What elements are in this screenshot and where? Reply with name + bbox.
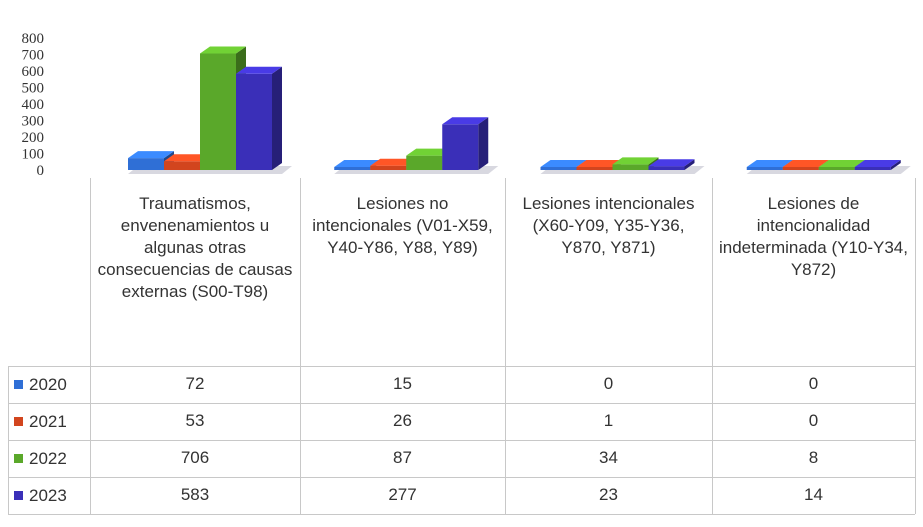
table-cell: 0	[808, 411, 819, 430]
bar-top	[236, 66, 282, 74]
legend-swatch	[14, 417, 23, 426]
table-cell: 0	[808, 374, 819, 393]
legend-swatch	[14, 491, 23, 500]
category-label: Traumatismos, envenenamientos u algunas …	[97, 194, 293, 301]
bar-top	[854, 160, 901, 167]
table-cell: 26	[393, 411, 412, 430]
y-tick-label: 0	[37, 163, 45, 179]
table-cell: 53	[185, 411, 205, 430]
category-label: Lesiones intencionales (X60-Y09, Y35-Y36…	[522, 194, 695, 257]
table-cell: 583	[180, 485, 210, 504]
legend-year: 2021	[29, 411, 67, 431]
bar-top	[612, 157, 659, 165]
bar-front	[782, 167, 819, 170]
table-cell: 14	[804, 485, 823, 504]
table-gridline	[8, 440, 915, 441]
bar-2023	[442, 117, 489, 170]
bar-front	[540, 167, 577, 170]
bar-series	[128, 46, 911, 174]
bar-front	[648, 166, 685, 170]
legend-year: 2020	[29, 374, 67, 394]
bar-top	[164, 154, 210, 162]
table-cell: 34	[599, 448, 618, 467]
table-gridline	[8, 366, 9, 514]
bar-2023	[648, 159, 695, 170]
category-label: Lesiones de intencionalidad indeterminad…	[718, 194, 908, 279]
bar-front	[164, 161, 200, 170]
legend-row-2022: 2022	[14, 440, 67, 477]
legend-row-2020: 2020	[14, 366, 67, 403]
bar-2023	[854, 160, 901, 170]
table-gridline	[712, 178, 713, 514]
y-tick-label: 400	[22, 97, 45, 113]
table-cell: 706	[180, 448, 210, 467]
bar-top	[406, 148, 453, 156]
bar-top	[370, 158, 417, 166]
bar-2023	[236, 66, 282, 170]
legend-swatch	[14, 454, 23, 463]
bar-front	[854, 167, 891, 170]
table-gridline	[8, 366, 915, 367]
bar-top	[782, 160, 829, 167]
legend-year: 2023	[29, 485, 67, 505]
bar-front	[370, 165, 407, 170]
bar-side	[478, 117, 489, 170]
bar-front	[818, 167, 855, 170]
y-tick-label: 600	[22, 64, 45, 80]
bar-top	[818, 160, 865, 167]
legend-year: 2022	[29, 448, 67, 468]
y-tick-label: 100	[22, 147, 45, 163]
bar-front	[334, 167, 371, 170]
table-gridline	[8, 403, 915, 404]
table-gridline	[505, 178, 506, 514]
table-cell: 277	[388, 485, 417, 504]
table-cell: 15	[393, 374, 412, 393]
bar-side	[684, 159, 695, 170]
bar-front	[200, 53, 236, 171]
y-tick-label: 700	[22, 48, 45, 64]
bar-top	[648, 159, 695, 167]
table-gridline	[915, 178, 916, 514]
bar-front	[746, 167, 783, 170]
table-cell: 72	[185, 374, 205, 393]
bar-front	[442, 124, 479, 170]
bar-side	[890, 160, 901, 170]
bar-front	[236, 73, 272, 170]
bar-side	[272, 66, 282, 170]
bar-top	[442, 117, 489, 125]
y-tick-label: 300	[22, 114, 45, 130]
bar-top	[576, 160, 623, 167]
category-label: Lesiones no intencionales (V01-X59, Y40-…	[312, 194, 493, 257]
legend-swatch	[14, 380, 23, 389]
bar-front	[576, 167, 613, 170]
bar-top	[540, 160, 587, 167]
y-tick-label: 800	[22, 31, 45, 47]
table-cell: 0	[603, 374, 614, 393]
table-gridline	[90, 178, 91, 514]
table-cell: 23	[599, 485, 618, 504]
bar-front	[612, 164, 649, 170]
bar-top	[746, 160, 793, 167]
table-cell: 87	[393, 448, 412, 467]
legend-row-2023: 2023	[14, 477, 67, 514]
table-gridline	[8, 514, 915, 515]
bar-front	[128, 158, 164, 170]
table-gridline	[8, 477, 915, 478]
y-tick-label: 200	[22, 130, 45, 146]
y-tick-label: 500	[22, 81, 45, 97]
bar-top	[334, 160, 381, 167]
bar-front	[406, 155, 443, 170]
table-cell: 8	[808, 448, 819, 467]
bar-top	[128, 151, 174, 159]
table-cell: 1	[603, 411, 614, 430]
legend-row-2021: 2021	[14, 403, 67, 440]
bar-top	[200, 46, 246, 54]
table-gridline	[300, 178, 301, 514]
